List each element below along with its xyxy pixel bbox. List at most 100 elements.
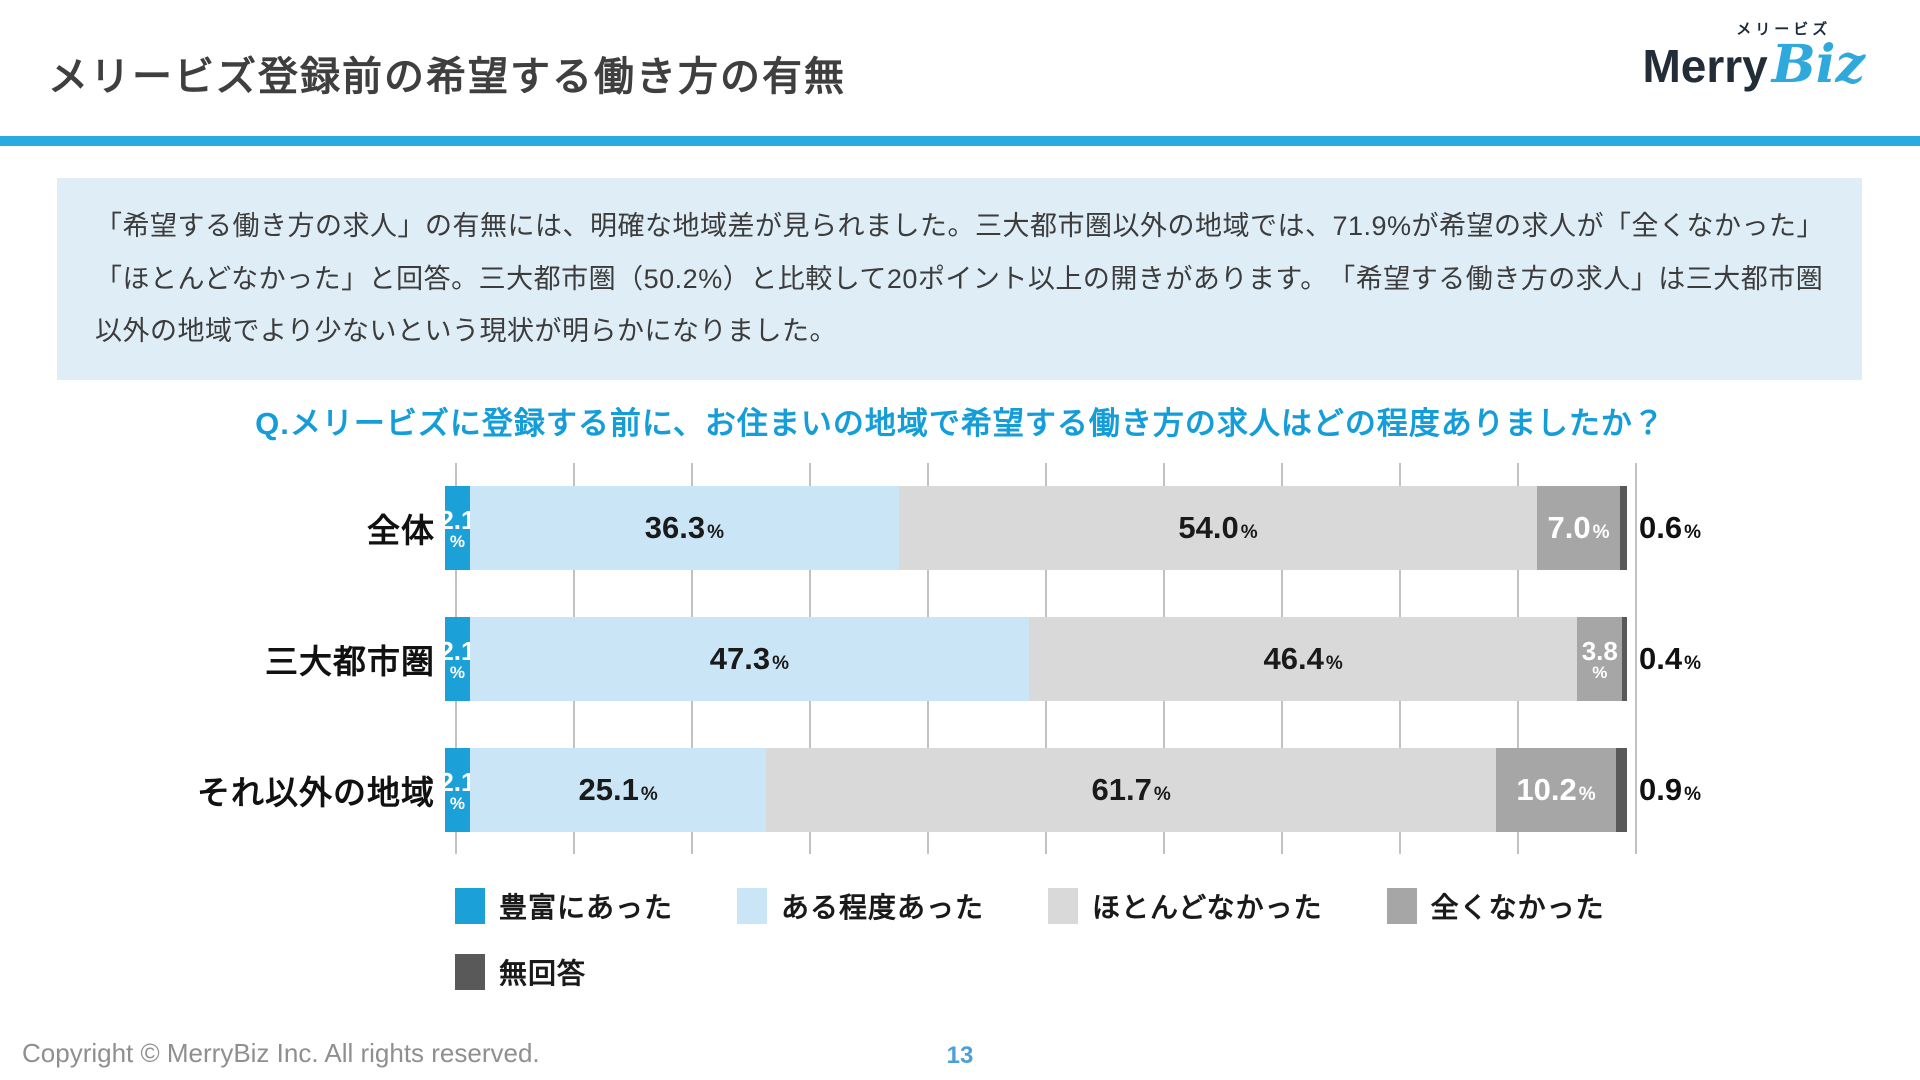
segment-value-number: 46.4 xyxy=(1263,641,1324,676)
bar-segment: 7.0% xyxy=(1537,486,1620,570)
segment-value: 0.6% xyxy=(1639,510,1701,546)
bar-segment: 54.0% xyxy=(898,486,1538,570)
bar: 2.1% 47.3% 46.4% 3.8% 0.4% xyxy=(439,617,1701,701)
bar: 2.1% 36.3% 54.0% 7.0% 0.6% xyxy=(439,486,1701,570)
legend-label: 無回答 xyxy=(499,958,587,989)
segment-value: 0.9% xyxy=(1639,772,1701,808)
segment-value-unit: % xyxy=(1684,784,1702,805)
segment-value-number: 2.1 xyxy=(439,766,476,797)
segment-value: 47.3% xyxy=(710,641,789,677)
legend-label: ある程度あった xyxy=(781,892,985,923)
segment-value-unit: % xyxy=(1592,662,1608,682)
bar-segment: 2.1% xyxy=(439,748,475,832)
segment-value-unit: % xyxy=(449,662,465,682)
logo-merry-text: Merry xyxy=(1642,40,1768,92)
survey-question: Q.メリービズに登録する前に、お住まいの地域で希望する働き方の求人はどの程度あり… xyxy=(255,406,1665,441)
bar-segment xyxy=(1622,617,1627,701)
bar-segment: 46.4% xyxy=(1028,617,1578,701)
bar-segment: 47.3% xyxy=(469,617,1029,701)
segment-value-unit: % xyxy=(1684,653,1702,674)
segment-value-stacked: 2.1% xyxy=(439,638,475,681)
bar-segment xyxy=(1616,748,1627,832)
segment-value-unit: % xyxy=(1153,784,1171,805)
segment-value-stacked: 2.1% xyxy=(439,769,475,812)
segment-value: 36.3% xyxy=(645,510,724,546)
segment-value-number: 2.1 xyxy=(439,504,476,535)
segment-value: 0.4% xyxy=(1639,641,1701,677)
summary-text: 「希望する働き方の求人」の有無には、明確な地域差が見られました。三大都市圏以外の… xyxy=(95,211,1824,347)
legend-swatch xyxy=(737,888,768,924)
segment-value-number: 0.9 xyxy=(1639,772,1683,807)
bar-segment xyxy=(1619,486,1627,570)
accent-divider xyxy=(0,136,1920,146)
bar-segment: 61.7% xyxy=(766,748,1496,832)
category-label: それ以外の地域 xyxy=(197,774,435,811)
page-number: 13 xyxy=(946,1042,974,1069)
copyright: Copyright © MerryBiz Inc. All rights res… xyxy=(22,1038,540,1068)
bar: 2.1% 25.1% 61.7% 10.2% 0.9% xyxy=(439,748,1701,832)
segment-value-number: 0.4 xyxy=(1639,641,1683,676)
legend-item: 全くなかった xyxy=(1386,886,1605,926)
chart-rows: 全体 2.1% 36.3% 54.0% 7.0% 0.6% 三大都市圏 2.1% 47.3% 46… xyxy=(175,486,1701,832)
page-title: メリービズ登録前の希望する働き方の有無 xyxy=(48,55,846,99)
legend-swatch xyxy=(1386,888,1417,924)
outside-value-label: 0.6% xyxy=(1639,510,1701,546)
segment-value-unit: % xyxy=(1684,522,1702,543)
segment-value-number: 36.3 xyxy=(644,510,706,545)
bar-segment: 3.8% xyxy=(1577,617,1623,701)
merrybiz-logo: メリービズ MerryBiz xyxy=(1642,22,1865,91)
summary-box: 「希望する働き方の求人」の有無には、明確な地域差が見られました。三大都市圏以外の… xyxy=(57,178,1862,380)
segment-value: 10.2% xyxy=(1516,772,1595,808)
segment-value-number: 0.6 xyxy=(1639,510,1683,545)
logo-kana-text: メリービズ xyxy=(1736,21,1832,38)
legend-row: 無回答 xyxy=(455,952,1669,992)
segment-value-number: 7.0 xyxy=(1547,510,1591,545)
segment-value: 25.1% xyxy=(579,772,658,808)
legend-item: 無回答 xyxy=(455,952,586,992)
segment-value: 7.0% xyxy=(1548,510,1610,546)
category-label: 三大都市圏 xyxy=(265,643,435,680)
bar-segment: 2.1% xyxy=(439,486,475,570)
category-label: 全体 xyxy=(367,512,435,549)
bar-segment: 10.2% xyxy=(1495,748,1617,832)
bar-segment: 2.1% xyxy=(439,617,475,701)
segment-value-unit: % xyxy=(449,793,465,813)
bar-segment: 25.1% xyxy=(469,748,767,832)
legend-row: 豊富にあった ある程度あった ほとんどなかった 全くなかった xyxy=(455,886,1669,926)
bar-segment: 36.3% xyxy=(469,486,899,570)
segment-value-number: 3.8 xyxy=(1581,635,1618,666)
segment-value-unit: % xyxy=(1240,522,1258,543)
logo-biz-text: Biz xyxy=(1771,34,1865,95)
outside-value-label: 0.4% xyxy=(1639,641,1701,677)
segment-value-stacked: 3.8% xyxy=(1582,638,1618,681)
chart-legend: 豊富にあった ある程度あった ほとんどなかった 全くなかった無回答 xyxy=(455,886,1669,1018)
legend-label: 全くなかった xyxy=(1430,892,1605,923)
legend-swatch xyxy=(455,888,485,924)
bar-row: 三大都市圏 2.1% 47.3% 46.4% 3.8% 0.4% xyxy=(175,617,1701,701)
segment-value-unit: % xyxy=(1592,522,1610,543)
segment-value-number: 25.1 xyxy=(578,772,639,807)
segment-value: 61.7% xyxy=(1092,772,1171,808)
segment-value-stacked: 2.1% xyxy=(439,507,475,550)
segment-value-unit: % xyxy=(1578,784,1596,805)
stacked-bar-chart: 全体 2.1% 36.3% 54.0% 7.0% 0.6% 三大都市圏 2.1% 47.3% 46… xyxy=(175,463,1701,854)
legend-swatch xyxy=(455,954,485,990)
segment-value-number: 10.2 xyxy=(1516,772,1577,807)
segment-value-number: 54.0 xyxy=(1178,510,1239,545)
segment-value-number: 2.1 xyxy=(439,635,476,666)
segment-value-unit: % xyxy=(772,653,789,674)
legend-label: ほとんどなかった xyxy=(1092,892,1323,923)
bar-row: それ以外の地域 2.1% 25.1% 61.7% 10.2% 0.9% xyxy=(175,748,1701,832)
legend-swatch xyxy=(1048,888,1079,924)
outside-value-label: 0.9% xyxy=(1639,772,1701,808)
legend-label: 豊富にあった xyxy=(499,892,674,923)
legend-item: 豊富にあった xyxy=(455,886,673,926)
bar-row: 全体 2.1% 36.3% 54.0% 7.0% 0.6% xyxy=(175,486,1701,570)
segment-value: 54.0% xyxy=(1178,510,1257,546)
segment-value-unit: % xyxy=(1325,653,1343,674)
segment-value-unit: % xyxy=(640,784,658,805)
legend-item: ある程度あった xyxy=(737,886,984,926)
segment-value-unit: % xyxy=(707,522,724,543)
segment-value-number: 61.7 xyxy=(1091,772,1152,807)
